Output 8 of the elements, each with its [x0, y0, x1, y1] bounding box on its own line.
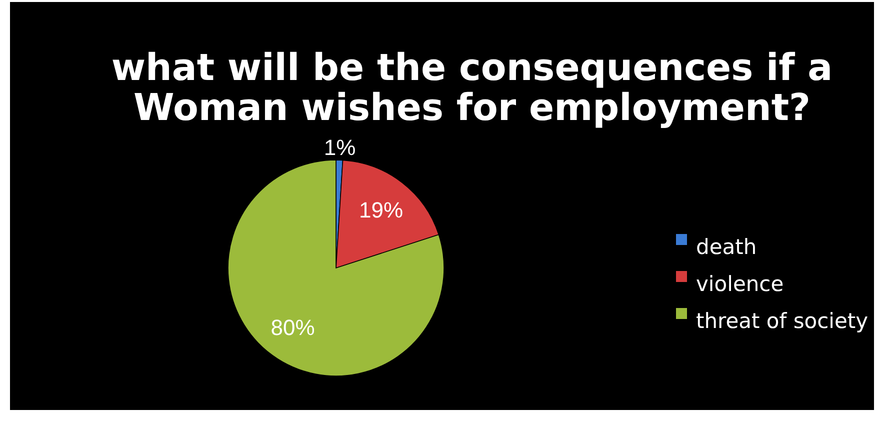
data-label: 19%	[358, 198, 404, 223]
data-label: 1%	[324, 134, 356, 160]
legend-label: threat of society	[696, 309, 868, 333]
legend-label: death	[696, 235, 757, 259]
data-label: 80%	[270, 315, 315, 340]
chart-title: what will be the consequences if a Woman wishes for employment?	[111, 46, 833, 129]
pie-slice	[228, 160, 444, 376]
legend-label: violence	[696, 272, 784, 296]
